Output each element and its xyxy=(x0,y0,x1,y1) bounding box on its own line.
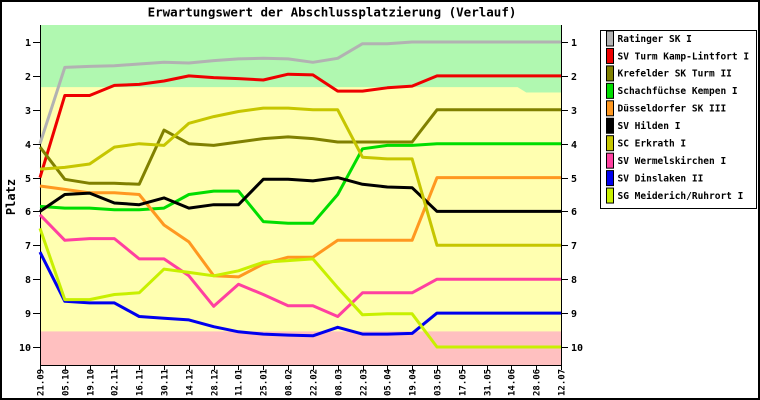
x-tick-label: 08.03 xyxy=(335,369,345,396)
x-tick-label: 19.04 xyxy=(409,368,419,396)
x-tick-label: 31.05 xyxy=(484,369,494,396)
legend-item: Ratinger SK I xyxy=(606,30,692,47)
x-tick-label: 22.02 xyxy=(310,369,320,396)
legend-label: SV Wermelskirchen I xyxy=(618,156,727,167)
legend-label: Krefelder SK Turm II xyxy=(618,69,732,80)
series-line-9 xyxy=(38,251,561,338)
x-tick-label: 11.01 xyxy=(235,369,245,396)
series-line-7 xyxy=(39,106,561,247)
tick-labels: 1 1 2 2 3 3 4 4 5 5 6 6 7 7 8 8 9 9 10 10 21.09 05.10 19.10 02.… xyxy=(19,38,583,396)
x-tick-label: 21.09 xyxy=(37,369,47,396)
series-line-4 xyxy=(39,142,561,225)
legend-swatch xyxy=(606,170,614,187)
y-tick-label-right: 3 xyxy=(571,106,577,117)
legend-item: SV Wermelskirchen I xyxy=(606,152,727,169)
y-tick-label-right: 6 xyxy=(571,207,577,218)
x-tick-label: 05.10 xyxy=(62,369,72,396)
x-tick-label: 02.11 xyxy=(111,369,121,396)
legend-swatch xyxy=(606,30,614,47)
legend-label: Ratinger SK I xyxy=(618,34,692,45)
series-line-10 xyxy=(38,227,561,349)
legend-item: Krefelder SK Turm II xyxy=(606,65,732,82)
legend-swatch xyxy=(606,117,614,134)
legend-swatch xyxy=(606,47,614,64)
series-line-2 xyxy=(38,72,561,179)
legend-item: SG Meiderich/Ruhrort I xyxy=(606,187,744,204)
legend-label: Düsseldorfer SK III xyxy=(618,104,727,115)
legend-box xyxy=(600,30,757,209)
x-tick-label: 25.01 xyxy=(260,369,270,396)
y-tick-label-left: 7 xyxy=(25,241,31,252)
series-line-8 xyxy=(38,213,561,318)
y-tick-label-left: 2 xyxy=(25,72,31,83)
x-tick-label: 28.12 xyxy=(211,369,221,396)
promotion-zone xyxy=(40,25,561,93)
legend-label: SV Dinslaken II xyxy=(618,173,704,184)
series-lines xyxy=(38,40,561,349)
legend-item: SV Hilden I xyxy=(606,117,681,134)
x-tick-label: 14.12 xyxy=(186,369,196,396)
x-tick-label: 22.03 xyxy=(360,369,370,396)
y-tick-label-left: 3 xyxy=(25,106,31,117)
chart-title: Erwartungswert der Abschlussplatzierung … xyxy=(148,5,517,20)
y-tick-label-right: 10 xyxy=(571,343,583,354)
x-tick-label: 17.05 xyxy=(459,369,469,396)
legend-swatch xyxy=(606,82,614,99)
legend-item: SV Turm Kamp-Lintfort I xyxy=(606,47,750,64)
series-line-6 xyxy=(39,176,561,213)
y-tick-label-right: 5 xyxy=(571,174,577,185)
y-tick-label-left: 10 xyxy=(19,343,31,354)
y-tick-label-left: 9 xyxy=(25,309,31,320)
x-tick-label: 19.10 xyxy=(87,369,97,396)
axes xyxy=(33,25,568,370)
y-tick-label-right: 8 xyxy=(571,275,577,286)
y-tick-label-left: 6 xyxy=(25,207,31,218)
y-tick-label-left: 5 xyxy=(25,174,31,185)
y-tick-label-right: 9 xyxy=(571,309,577,320)
x-tick-label: 08.02 xyxy=(285,369,295,396)
legend-label: Schachfüchse Kempen I xyxy=(618,86,738,97)
y-axis-title: Platz xyxy=(4,179,18,215)
legend-item: Schachfüchse Kempen I xyxy=(606,82,738,99)
y-tick-label-left: 1 xyxy=(25,38,31,49)
x-tick-label: 28.06 xyxy=(533,369,543,396)
y-tick-label-right: 7 xyxy=(571,241,577,252)
series-line-3 xyxy=(38,108,561,186)
series-line-1 xyxy=(38,40,561,145)
y-tick-label-right: 2 xyxy=(571,72,577,83)
legend-item: SC Erkrath I xyxy=(606,135,687,152)
y-tick-label-right: 1 xyxy=(571,38,577,49)
x-tick-label: 30.11 xyxy=(161,369,171,396)
y-tick-label-left: 4 xyxy=(25,140,31,151)
legend-item: Düsseldorfer SK III xyxy=(606,100,727,117)
legend-swatch xyxy=(606,100,614,117)
legend-label: SV Turm Kamp-Lintfort I xyxy=(618,51,750,62)
legend-label: SV Hilden I xyxy=(618,121,681,132)
x-tick-label: 03.05 xyxy=(434,369,444,396)
x-tick-label: 05.04 xyxy=(384,368,394,396)
x-tick-label: 12.07 xyxy=(558,369,568,396)
legend-label: SC Erkrath I xyxy=(618,139,687,150)
x-tick-label: 14.06 xyxy=(508,369,518,396)
legend-swatch xyxy=(606,187,614,204)
legend: Ratinger SK I SV Turm Kamp-Lintfort I Kref… xyxy=(600,30,757,209)
legend-swatch xyxy=(606,135,614,152)
legend-swatch xyxy=(606,152,614,169)
legend-swatch xyxy=(606,65,614,82)
series-line-5 xyxy=(39,176,561,279)
x-tick-label: 16.11 xyxy=(136,369,146,396)
legend-item: SV Dinslaken II xyxy=(606,170,704,187)
y-tick-label-right: 4 xyxy=(571,140,577,151)
y-tick-label-left: 8 xyxy=(25,275,31,286)
legend-label: SG Meiderich/Ruhrort I xyxy=(618,191,744,202)
